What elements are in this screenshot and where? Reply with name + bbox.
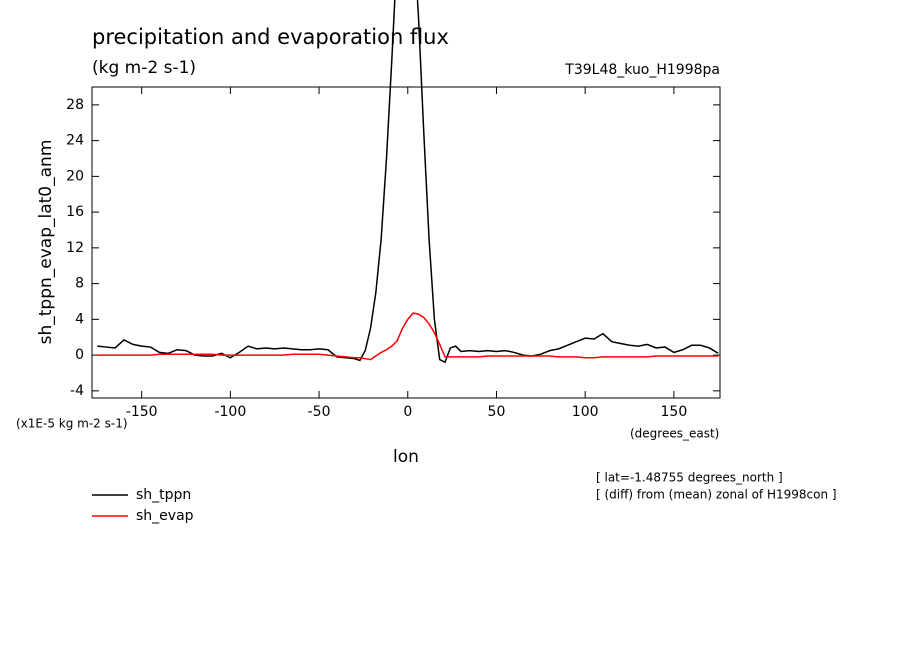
y-tick-label: 4	[75, 311, 84, 327]
y-axis-label: sh_tppn_evap_lat0_anm	[36, 140, 56, 345]
x-tick-label: -150	[126, 404, 158, 420]
x-tick-label: -100	[214, 404, 246, 420]
y-tick-label: 20	[66, 168, 84, 184]
y-tick-label: 28	[66, 97, 84, 113]
dataset-label: T39L48_kuo_H1998pa	[564, 62, 720, 78]
line-series	[97, 312, 719, 361]
y-units: (x1E-5 kg m-2 s-1)	[16, 417, 128, 431]
y-tick-label: -4	[70, 383, 84, 399]
chart-title: precipitation and evaporation flux	[92, 25, 449, 49]
y-tick-label: 8	[75, 276, 84, 292]
note: [ lat=-1.48755 degrees_north ]	[596, 471, 783, 485]
x-tick-label: -50	[308, 404, 331, 420]
x-tick-label: 0	[403, 404, 412, 420]
x-tick-label: 150	[661, 404, 688, 420]
x-tick-label: 100	[572, 404, 599, 420]
note: [ (diff) from (mean) zonal of H1998con ]	[596, 488, 837, 502]
x-tick-label: 50	[488, 404, 506, 420]
x-axis-label: lon	[393, 447, 419, 467]
y-tick-label: 16	[66, 204, 84, 220]
y-tick-label: 12	[66, 240, 84, 256]
legend-label: sh_tppn	[136, 487, 191, 503]
y-tick-label: 24	[66, 133, 84, 149]
plot-frame	[91, 86, 721, 399]
legend-label: sh_evap	[136, 508, 194, 524]
chart-subtitle: (kg m-2 s-1)	[92, 58, 196, 78]
line-series	[97, 0, 719, 364]
y-tick-label: 0	[75, 347, 84, 363]
x-units: (degrees_east)	[630, 427, 719, 441]
plot-area	[97, 0, 719, 364]
